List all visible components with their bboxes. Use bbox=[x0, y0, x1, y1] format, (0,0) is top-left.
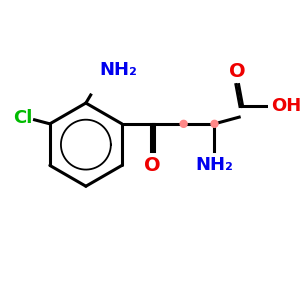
Circle shape bbox=[211, 120, 218, 127]
Circle shape bbox=[180, 120, 187, 127]
Text: O: O bbox=[145, 156, 161, 175]
Text: NH₂: NH₂ bbox=[99, 61, 137, 79]
Text: NH₂: NH₂ bbox=[196, 156, 233, 174]
Text: Cl: Cl bbox=[13, 110, 32, 128]
Text: O: O bbox=[229, 62, 246, 81]
Text: OH: OH bbox=[271, 97, 300, 115]
